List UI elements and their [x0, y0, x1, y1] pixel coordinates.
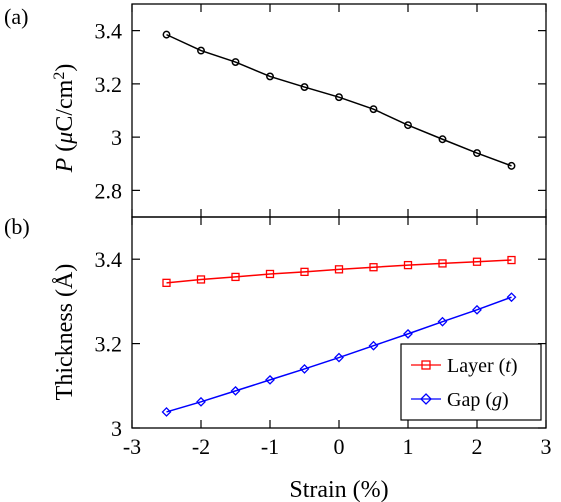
data-point-polarization	[335, 93, 343, 102]
data-point-gap	[368, 340, 379, 351]
data-point-gap	[403, 328, 413, 339]
legend-layer-var: t	[505, 355, 511, 377]
ylabel-unit: C/cm	[52, 79, 78, 131]
data-point-layer	[369, 263, 378, 272]
x-tick-label: -1	[261, 434, 279, 459]
y-tick-label-a: 3.2	[95, 72, 123, 97]
legend-gap-var: g	[492, 389, 502, 411]
x-tick-label: 1	[403, 434, 414, 459]
x-axis-label: Strain (%)	[289, 477, 388, 502]
x-tick-label: 2	[472, 434, 483, 459]
data-point-gap	[265, 374, 275, 385]
y-tick-label-a: 2.8	[95, 178, 123, 203]
y-tick-label-b: 3.4	[95, 247, 123, 272]
data-point-polarization	[507, 161, 516, 170]
series-line-polarization	[166, 33, 512, 167]
series-line-layer	[166, 259, 512, 284]
ylabel-mu: μ	[52, 132, 78, 145]
panel-b-ylabel: Thickness (Å)	[52, 264, 78, 401]
data-point-polarization	[197, 46, 205, 55]
ylabel-superscript: 2	[51, 72, 68, 80]
data-point-polarization	[162, 30, 171, 39]
panel-b-label: (b)	[4, 214, 30, 239]
y-tick-label-b: 3.2	[95, 332, 123, 357]
data-point-polarization	[404, 121, 412, 130]
data-point-layer	[231, 272, 240, 282]
panel-a-frame	[131, 3, 547, 218]
data-point-layer	[196, 275, 206, 284]
ylabel-open: (	[52, 144, 78, 158]
data-point-polarization	[300, 83, 309, 92]
legend: Layer (t) Gap (g)	[400, 343, 542, 421]
legend-layer-text: Layer (	[447, 355, 506, 377]
legend-box	[400, 343, 542, 421]
legend-layer-close: )	[511, 355, 518, 377]
data-point-gap	[299, 364, 310, 374]
data-point-layer	[334, 265, 344, 274]
panel-a-ylabel: P (μC/cm2)	[51, 64, 79, 174]
ylabel-variable: P	[52, 157, 78, 173]
data-point-polarization	[438, 135, 447, 144]
data-point-polarization	[266, 72, 274, 81]
legend-gap-close: )	[502, 389, 509, 411]
data-point-gap	[506, 292, 517, 303]
panel-a-label: (a)	[4, 4, 28, 29]
legend-layer-marker	[421, 360, 431, 370]
x-tick-label: 3	[541, 434, 552, 459]
legend-layer-label: Layer (t)	[447, 355, 518, 377]
series-line-gap	[166, 296, 512, 413]
data-point-gap	[161, 407, 172, 417]
data-point-polarization	[473, 149, 481, 158]
x-tick-label: 0	[334, 434, 345, 459]
data-point-layer	[162, 278, 171, 287]
data-point-gap	[334, 352, 344, 363]
x-tick-label: -2	[192, 434, 210, 459]
y-tick-label-a: 3	[111, 125, 122, 150]
data-point-layer	[265, 269, 275, 279]
ylabel-close: )	[52, 64, 78, 72]
legend-gap-label: Gap (g)	[447, 389, 509, 411]
x-tick-label: -3	[123, 434, 141, 459]
y-tick-label-a: 3.4	[95, 19, 123, 44]
y-tick-label-b: 3	[111, 416, 122, 441]
data-point-gap	[437, 316, 448, 327]
legend-gap-marker	[420, 393, 432, 405]
data-point-layer	[403, 260, 413, 270]
data-point-gap	[196, 396, 206, 407]
data-point-layer	[472, 257, 482, 266]
data-point-layer	[438, 259, 447, 268]
data-point-polarization	[231, 58, 240, 66]
legend-gap-text: Gap (	[447, 389, 492, 411]
data-point-layer	[507, 255, 516, 265]
data-point-polarization	[369, 105, 378, 114]
data-point-gap	[230, 385, 241, 396]
data-point-gap	[472, 304, 482, 315]
data-point-layer	[300, 267, 309, 277]
